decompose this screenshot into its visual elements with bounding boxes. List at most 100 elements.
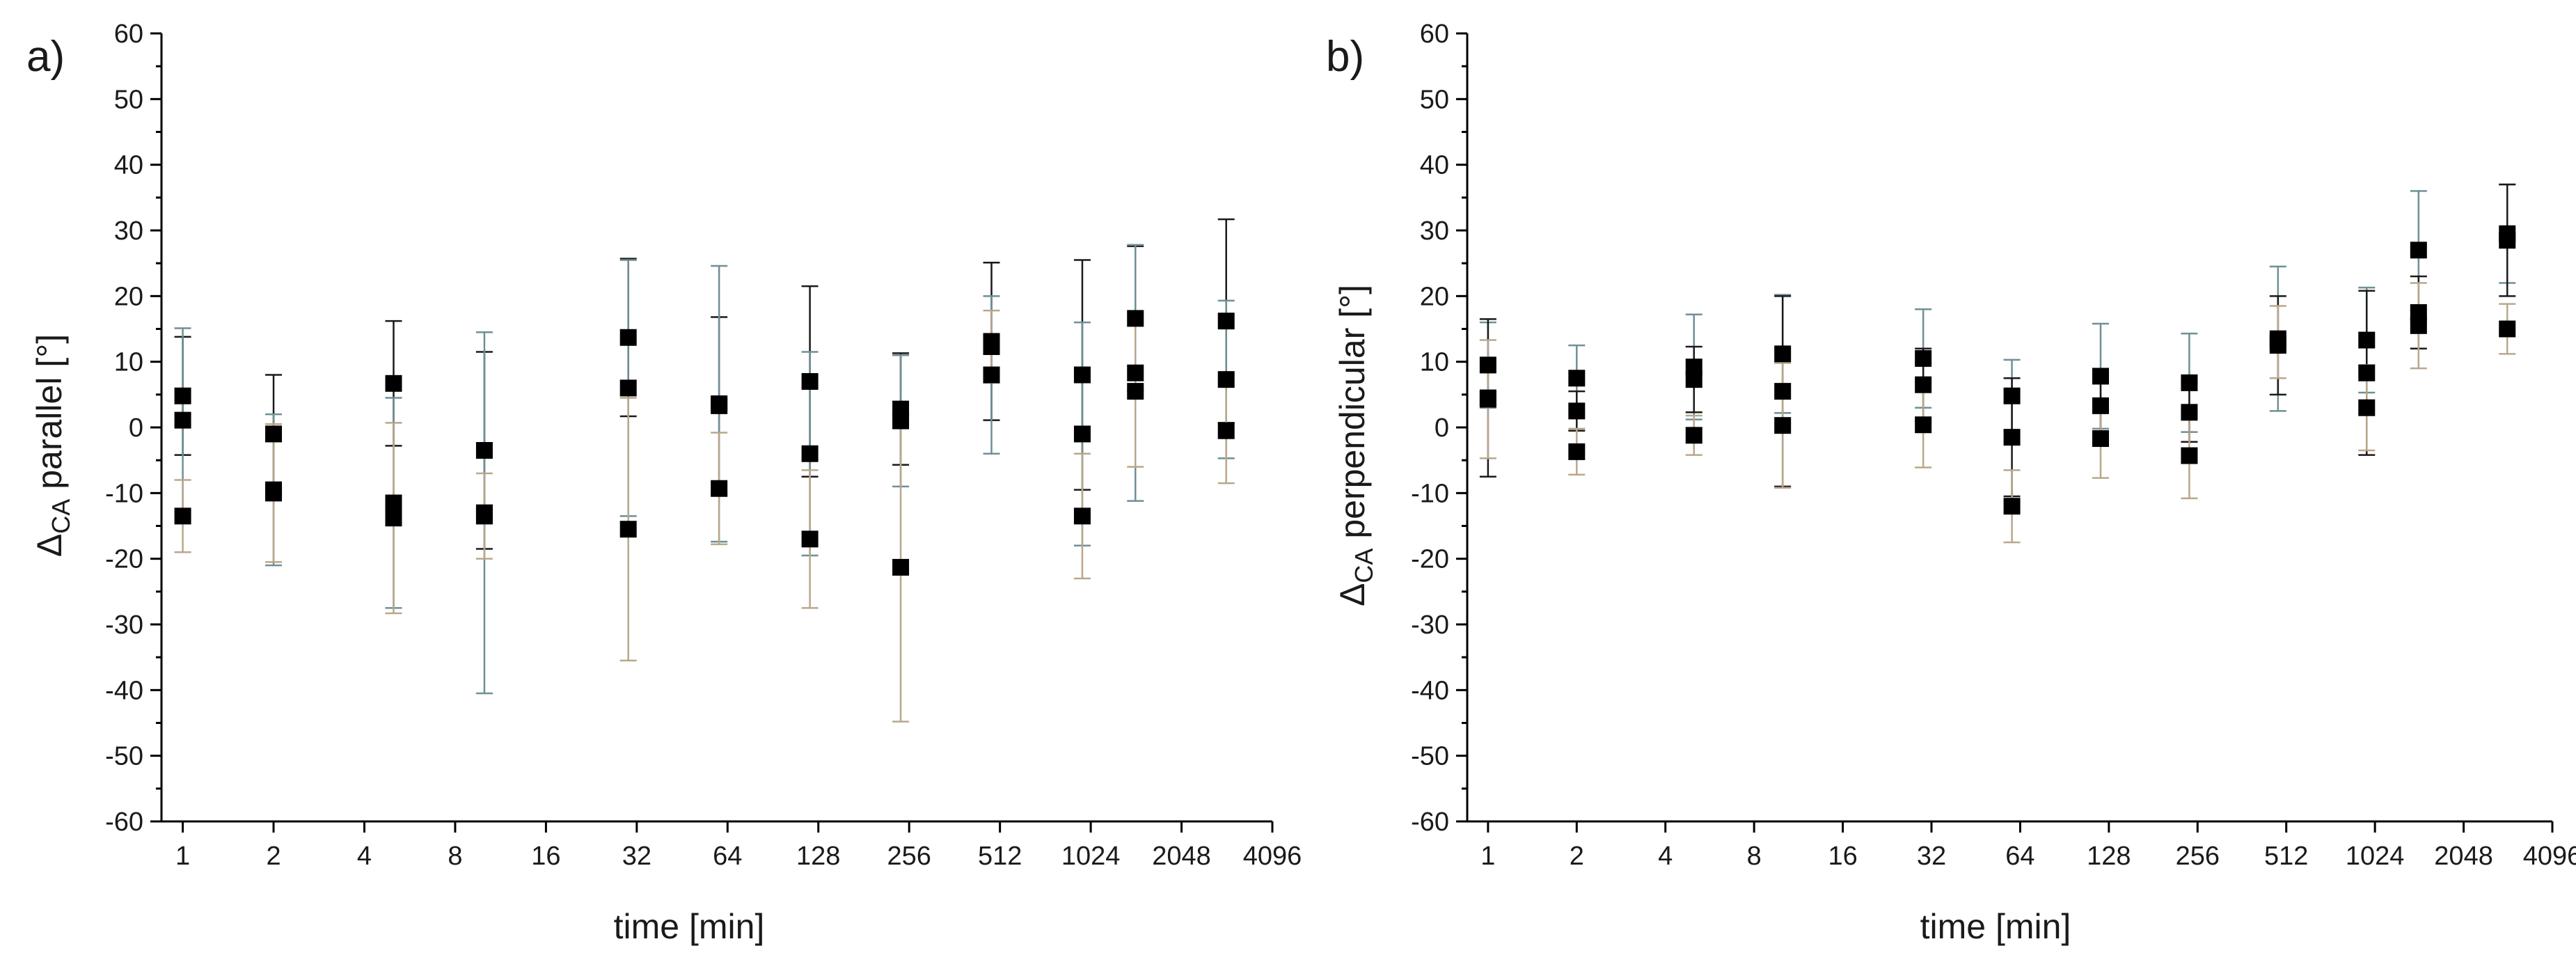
panel-b-y-tick-label: -50 [1411, 742, 1449, 771]
panel-b-data-point [1774, 383, 1792, 400]
panel-a-data-point [385, 510, 402, 527]
panel-b-y-tick-label: -30 [1411, 610, 1449, 640]
panel-b-y-tick-label: 30 [1420, 216, 1449, 246]
panel-a-data-point [1073, 425, 1091, 443]
panel-b-data-point [2181, 447, 2198, 464]
panel-a-data-point [1073, 507, 1091, 525]
panel-b-y-tick-label: 40 [1420, 151, 1449, 180]
panel-a-data-point [801, 530, 819, 548]
panel-a-y-tick-label: 10 [114, 348, 143, 377]
panel-a-y-tick-label: -30 [105, 610, 143, 640]
panel-a-data-point [983, 366, 1000, 384]
panel-b-x-tick-label: 16 [1828, 842, 1857, 871]
panel-a-data-point [1127, 383, 1144, 400]
panel-a-data-point [711, 395, 728, 413]
panel-b-ylabel-subscript: CA [1350, 549, 1378, 583]
panel-b-x-tick-label: 256 [2176, 842, 2220, 871]
panel-b-y-tick-label: 20 [1420, 282, 1449, 311]
panel-b-data-point [1915, 416, 1932, 434]
panel-a-y-tick-label: -50 [105, 742, 143, 771]
panel-a-data-point [983, 338, 1000, 355]
panel-a-data-point [1073, 366, 1091, 384]
panel-a-data-point [475, 442, 493, 459]
panel-a-y-tick-label: 20 [114, 282, 143, 311]
panel-b-data-point [1568, 370, 1586, 387]
panel-b-marks [1479, 183, 2516, 544]
panel-a-x-tick-label: 1 [175, 842, 190, 871]
panel-a-x-tick-label: 16 [531, 842, 560, 871]
panel-a-ylabel-rest: parallel [°] [30, 334, 69, 499]
panel-a-ylabel-subscript: CA [47, 499, 75, 534]
panel-a-y-tick-label: -20 [105, 545, 143, 574]
panel-b-x-tick-label: 4096 [2523, 842, 2576, 871]
panel-b-data-point [2358, 364, 2376, 381]
panel-a-y-tick-label: 0 [129, 413, 143, 443]
panel-b-data-point [1479, 356, 1496, 374]
panel-a-data-point [619, 379, 637, 397]
panel-b-y-tick-label: -40 [1411, 676, 1449, 705]
panel-a-data-point [801, 372, 819, 390]
panel-b-x-tick-label: 8 [1747, 842, 1762, 871]
panel-a-x-tick-label: 2048 [1152, 842, 1211, 871]
panel-a-x-tick-label: 128 [796, 842, 840, 871]
panel-a-marks [174, 218, 1235, 723]
panel-b-y-tick-label: 60 [1420, 19, 1449, 49]
panel-a-data-point [265, 484, 283, 502]
panel-b-x-tick-label: 2 [1570, 842, 1584, 871]
panel-a-x-tick-label: 4 [357, 842, 372, 871]
panel-a-data-point [1217, 422, 1235, 439]
panel-a-x-tick-label: 1024 [1061, 842, 1121, 871]
panel-b-data-point [1915, 376, 1932, 393]
panel-a-axes: -60 -50 -40 -30 -20 -10 0 10 20 30 40 50 60 1 2 4 8 16 32 6… [105, 19, 1302, 871]
panel-b-xlabel: time [min] [1920, 907, 2071, 946]
panel-a-data-point [801, 445, 819, 462]
panel-b-data-point [1685, 371, 1702, 388]
panel-b-x-tick-label: 1 [1480, 842, 1495, 871]
panel-b-data-point [2092, 368, 2110, 385]
panel-b-data-point [1568, 402, 1586, 420]
panel-b-x-tick-label: 2048 [2434, 842, 2493, 871]
panel-b-data-point [2003, 387, 2021, 404]
panel-a-data-point [892, 558, 910, 576]
panel-b-data-point [1568, 443, 1586, 460]
panel-b-data-point [1479, 391, 1496, 408]
panel-a-x-tick-label: 2 [266, 842, 280, 871]
panel-a-data-point [619, 329, 637, 346]
panel-b-data-point [2181, 374, 2198, 391]
panel-a-x-tick-label: 32 [622, 842, 651, 871]
panel-a-data-point [1217, 313, 1235, 330]
panel-b-y-tick-label: 10 [1420, 348, 1449, 377]
panel-b-data-point [2410, 317, 2427, 334]
panel-b-y-tick-label: 0 [1435, 413, 1449, 443]
panel-a-data-point [385, 494, 402, 512]
panel-b-axes: -60 -50 -40 -30 -20 -10 0 10 20 30 40 50 60 1 2 4 8 16 32 6… [1411, 19, 2576, 871]
panel-a-data-point [619, 521, 637, 538]
panel-b-perpendicular: b) -60 -50 -40 -30 -20 -10 0 10 20 30 40 50 60 1 2 4 8 16… [1326, 19, 2576, 946]
panel-b-x-tick-label: 1024 [2346, 842, 2405, 871]
panel-a-data-point [174, 411, 191, 429]
panel-b-x-tick-label: 512 [2264, 842, 2308, 871]
panel-b-data-point [2499, 320, 2516, 338]
panel-a-y-tick-label: -60 [105, 808, 143, 837]
panel-b-x-tick-label: 128 [2087, 842, 2131, 871]
panel-b-y-tick-label: -60 [1411, 808, 1449, 837]
panel-b-data-point [1915, 349, 1932, 367]
panel-b-ylabel-delta: Δ [1333, 583, 1372, 606]
panel-a-data-point [174, 387, 191, 404]
panel-a-ylabel: ΔCA parallel [°] [30, 334, 75, 557]
panel-a-y-tick-label: 50 [114, 85, 143, 114]
panel-b-y-tick-label: 50 [1420, 85, 1449, 114]
panel-a-data-point [385, 375, 402, 392]
panel-b-data-point [2003, 498, 2021, 515]
panel-b-y-tick-label: -20 [1411, 545, 1449, 574]
panel-b-x-tick-label: 4 [1658, 842, 1673, 871]
panel-b-data-point [1774, 417, 1792, 434]
panel-b-data-point [2003, 429, 2021, 446]
panel-b-x-tick-label: 64 [2005, 842, 2034, 871]
panel-a-y-tick-label: 60 [114, 19, 143, 49]
panel-a-x-tick-label: 512 [978, 842, 1022, 871]
panel-b-data-point [1685, 427, 1702, 444]
panel-b-data-point [2181, 404, 2198, 421]
panel-a-data-point [1127, 310, 1144, 327]
